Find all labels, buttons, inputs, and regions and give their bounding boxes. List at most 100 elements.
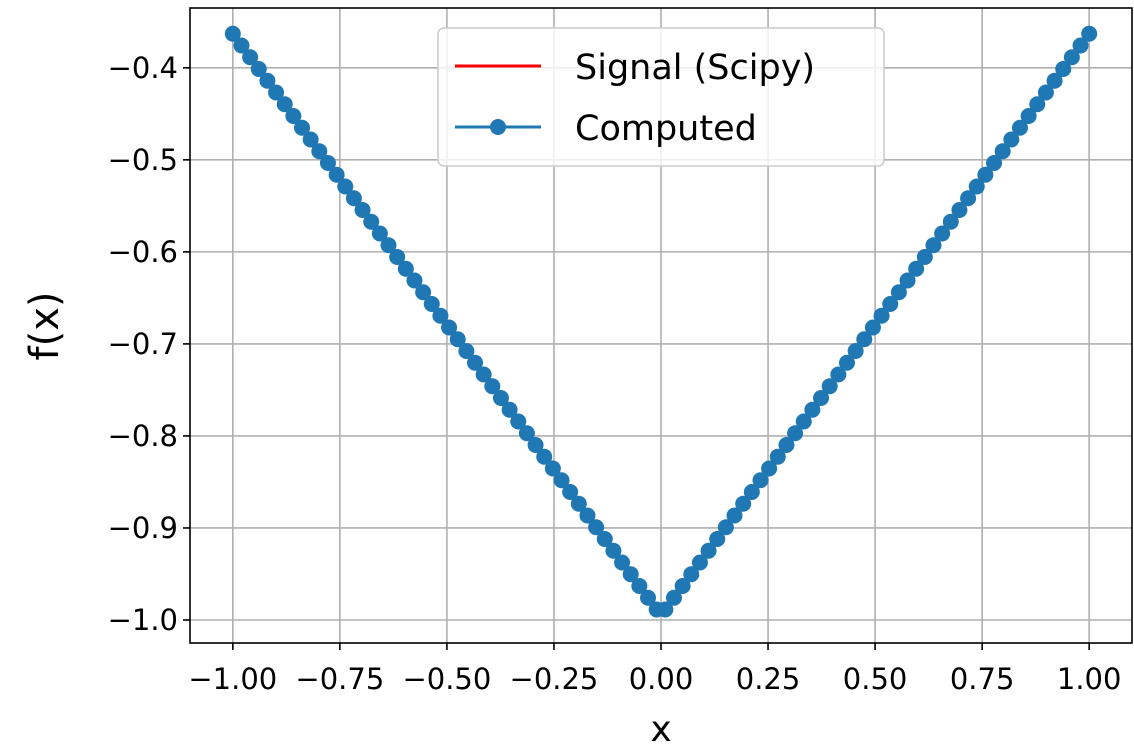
data-point (942, 213, 959, 230)
data-point (380, 237, 397, 254)
data-point (397, 260, 414, 277)
x-tick-label: −0.25 (510, 662, 599, 696)
data-point (328, 166, 345, 183)
data-point (510, 413, 527, 430)
data-point (691, 554, 708, 571)
data-point (371, 225, 388, 242)
data-point (968, 178, 985, 195)
data-point (302, 131, 319, 148)
data-point (605, 542, 622, 559)
data-point (562, 484, 579, 501)
data-point (1046, 72, 1063, 89)
legend-label-computed: Computed (575, 109, 757, 149)
data-point (449, 331, 466, 348)
data-point (1020, 108, 1037, 125)
data-point (674, 578, 691, 595)
data-point (847, 343, 864, 360)
data-point (830, 366, 847, 383)
data-point (1081, 25, 1098, 42)
x-tick-label: 1.00 (1057, 662, 1122, 696)
data-point (631, 578, 648, 595)
data-point (311, 143, 328, 160)
data-point (726, 507, 743, 524)
data-point (761, 460, 778, 477)
data-point (890, 284, 907, 301)
data-point (423, 296, 440, 313)
data-point (553, 472, 570, 489)
data-point (259, 72, 276, 89)
data-point (467, 354, 484, 371)
data-point (1003, 131, 1020, 148)
data-point (657, 601, 674, 618)
series-layer (224, 25, 1098, 618)
legend-marker-computed (490, 119, 506, 135)
x-tick-label: −0.50 (402, 662, 491, 696)
data-point (856, 331, 873, 348)
data-point (934, 225, 951, 242)
x-axis-label: x (650, 709, 671, 750)
data-point (579, 507, 596, 524)
data-point (709, 531, 726, 548)
data-point (960, 190, 977, 207)
data-point (268, 84, 285, 101)
data-point (363, 213, 380, 230)
x-tick-label: 0.50 (843, 662, 908, 696)
data-point (354, 202, 371, 219)
data-point (458, 343, 475, 360)
data-point (838, 354, 855, 371)
data-point (285, 108, 302, 125)
data-point (821, 378, 838, 395)
data-point (640, 589, 657, 606)
data-point (977, 166, 994, 183)
data-point (873, 307, 890, 324)
data-point (752, 472, 769, 489)
data-point (501, 401, 518, 418)
data-point (406, 272, 423, 289)
data-point (882, 296, 899, 313)
data-point (337, 178, 354, 195)
data-point (294, 119, 311, 136)
data-point (224, 25, 241, 42)
data-point (665, 589, 682, 606)
y-tick-label: −1.0 (108, 603, 178, 637)
data-point (795, 413, 812, 430)
data-point (622, 566, 639, 583)
data-point (345, 190, 362, 207)
data-point (778, 437, 795, 454)
data-point (1063, 49, 1080, 66)
data-point (743, 484, 760, 501)
y-tick-label: −0.8 (108, 419, 178, 453)
y-tick-label: −0.4 (108, 51, 178, 85)
x-tick-label: 0.25 (736, 662, 801, 696)
data-point (1037, 84, 1054, 101)
data-point (389, 249, 406, 266)
data-point (484, 378, 501, 395)
data-point (735, 495, 752, 512)
data-point (717, 519, 734, 536)
data-point (233, 37, 250, 54)
data-point (1055, 61, 1072, 78)
data-point (492, 390, 509, 407)
data-point (614, 554, 631, 571)
data-point (415, 284, 432, 301)
data-point (570, 495, 587, 512)
data-point (544, 460, 561, 477)
y-tick-label: −0.5 (108, 143, 178, 177)
x-tick-label: −1.00 (188, 662, 277, 696)
data-point (700, 542, 717, 559)
x-tick-label: 0.00 (629, 662, 694, 696)
data-point (536, 448, 553, 465)
data-point (994, 143, 1011, 160)
data-point (1029, 96, 1046, 113)
data-point (475, 366, 492, 383)
data-point (432, 307, 449, 324)
ticks: −1.00 −0.75 −0.50 −0.25 0.00 0.25 0.50 0.75 1.00… (108, 51, 1122, 696)
data-point (1072, 37, 1089, 54)
data-point (787, 425, 804, 442)
data-point (242, 49, 259, 66)
data-point (804, 401, 821, 418)
data-point (276, 96, 293, 113)
y-tick-label: −0.7 (108, 327, 178, 361)
data-point (916, 249, 933, 266)
